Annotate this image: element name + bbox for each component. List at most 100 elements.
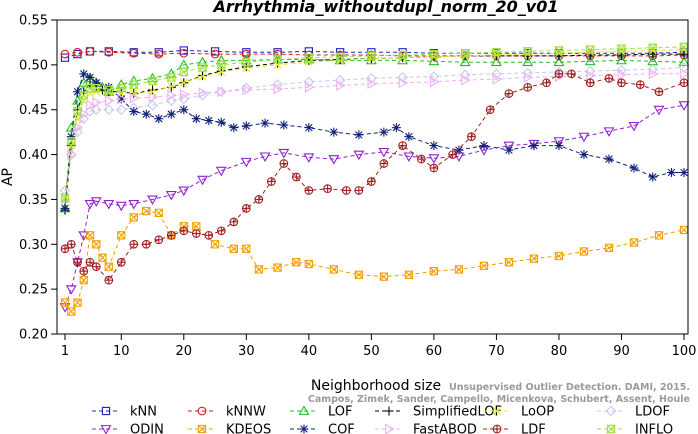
data-point-ldof (584, 65, 596, 77)
data-point-inflo (60, 193, 70, 202)
data-point-cof (179, 105, 189, 115)
data-point-ldf (229, 217, 239, 227)
data-point-kdeos (179, 222, 188, 231)
legend-marker (299, 424, 309, 434)
data-point-ldf (567, 69, 576, 79)
data-point-kdeos (429, 267, 439, 276)
data-point-odin (178, 186, 190, 197)
data-point-ldof (303, 76, 315, 88)
data-point-odin (378, 147, 390, 158)
data-point-cof (154, 114, 164, 124)
data-point-fastabod (67, 149, 77, 161)
data-point-lof (490, 56, 502, 67)
data-point-ldf (398, 141, 408, 150)
data-point-kdeos (604, 243, 614, 253)
data-point-ldf (179, 226, 189, 236)
data-point-ldof (647, 64, 659, 75)
series-line-ldof (64, 67, 685, 191)
data-point-inflo (178, 67, 189, 77)
data-point-kdeos (67, 307, 76, 316)
data-point-kdeos (92, 240, 101, 249)
data-point-kdeos (129, 213, 138, 222)
data-point-ldf (166, 230, 176, 240)
legend-marker (605, 405, 617, 417)
legend-marker (384, 406, 394, 416)
data-point-cof (666, 168, 676, 178)
data-point-simplifiedlof (523, 51, 533, 61)
data-point-cof (454, 145, 464, 155)
data-point-ldof (334, 74, 346, 86)
legend-marker (493, 407, 501, 415)
data-point-ldf (304, 186, 314, 195)
legend-item-ldf: LDF (483, 423, 546, 434)
y-axis: 0.20 0.25 0.30 0.35 0.40 0.45 0.50 0.55 (19, 14, 57, 343)
data-point-inflo (241, 58, 252, 67)
data-point-cof (166, 109, 176, 119)
data-point-odin (428, 154, 440, 164)
data-point-ldf (241, 204, 251, 213)
series-cof (60, 69, 689, 213)
legend-label: SimplifiedLOF (413, 405, 502, 420)
data-point-odin (90, 197, 102, 207)
data-point-kdeos (454, 265, 464, 274)
data-point-cof (604, 154, 614, 164)
data-point-inflo (216, 60, 227, 70)
data-point-fastabod (117, 93, 127, 105)
data-point-odin (147, 195, 158, 206)
data-point-odin (328, 155, 340, 165)
data-point-fastabod (129, 92, 140, 104)
data-point-inflo (366, 51, 377, 61)
data-point-odin (653, 105, 665, 116)
data-point-ldf (66, 239, 76, 249)
data-point-ldf (485, 105, 495, 115)
data-point-ldf (429, 163, 439, 173)
data-point-odin (197, 175, 209, 186)
x-tick-label: 10 (113, 344, 130, 359)
data-point-inflo (554, 46, 564, 55)
y-tick-label: 0.45 (19, 103, 48, 118)
data-point-kdeos (379, 272, 389, 281)
data-point-ldf (366, 177, 376, 186)
data-point-odin (128, 199, 140, 210)
data-point-cof (379, 127, 389, 137)
x-tick-label: 50 (363, 344, 380, 359)
data-point-odin (678, 101, 690, 111)
x-axis: 1 10 20 30 40 50 60 70 80 90 100 (61, 334, 696, 359)
data-point-fastabod (104, 95, 115, 107)
data-point-ldf (448, 150, 458, 159)
data-point-ldf (354, 186, 364, 195)
x-tick-label: 90 (613, 344, 630, 359)
series-inflo (60, 42, 689, 202)
data-point-knnw (60, 49, 70, 59)
legend-label: kNNW (226, 405, 266, 420)
data-point-knnw (210, 49, 220, 59)
data-point-loop (129, 89, 138, 98)
data-point-ldf (104, 275, 114, 285)
data-point-inflo (91, 84, 102, 93)
data-point-inflo (303, 53, 314, 62)
legend-label: LDOF (635, 405, 670, 420)
data-point-inflo (585, 45, 596, 54)
data-point-inflo (116, 84, 127, 93)
legend-label: LOF (328, 405, 353, 420)
data-point-cof (191, 114, 201, 124)
data-point-kdeos (104, 262, 113, 271)
data-point-kdeos (117, 231, 126, 240)
data-point-kdeos (479, 261, 489, 270)
data-point-cof (391, 123, 401, 133)
plot-area (59, 42, 690, 316)
data-point-inflo (335, 52, 346, 61)
series-line-lof (64, 59, 685, 209)
x-tick-label: 60 (426, 344, 443, 359)
legend-marker (100, 425, 112, 434)
legend-marker (492, 424, 502, 434)
data-point-loop (179, 78, 188, 87)
data-point-odin (215, 166, 227, 177)
legend-marker (298, 405, 310, 415)
legend-marker (197, 406, 207, 416)
legend-label: LDF (521, 423, 546, 434)
data-point-inflo (197, 63, 208, 72)
data-point-odin (578, 132, 590, 143)
data-point-knn (210, 47, 220, 56)
data-point-fastabod (217, 86, 227, 98)
